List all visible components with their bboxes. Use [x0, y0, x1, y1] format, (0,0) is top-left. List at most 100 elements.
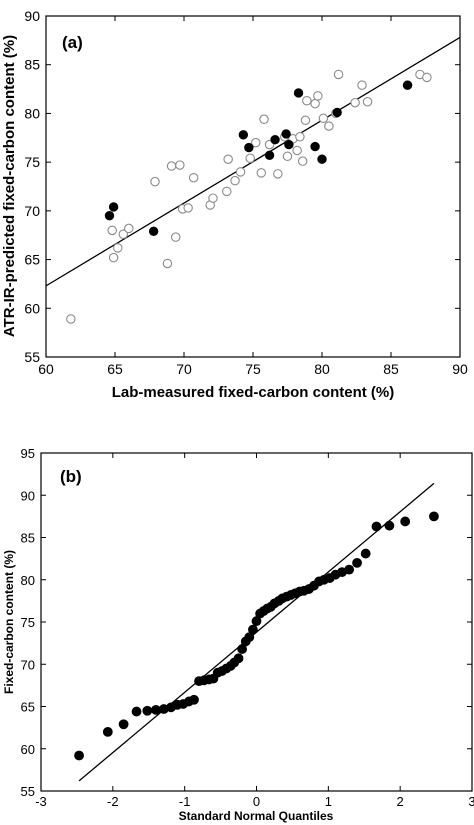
filled-point-b-0-3 [131, 706, 142, 717]
filled-point-a-1-10 [310, 141, 320, 152]
y-tick-label-a-4: 75 [24, 154, 40, 170]
open-point-a-0-4 [118, 229, 129, 239]
x-axis-label-b: Standard Normal Quantiles [179, 809, 334, 823]
x-tick-label-b-4: 1 [325, 794, 332, 809]
filled-point-b-0-52 [429, 511, 439, 522]
open-point-a-0-21 [251, 137, 261, 148]
open-point-a-0-31 [297, 156, 308, 166]
filled-point-b-0-49 [371, 521, 382, 532]
y-tick-label-a-7: 90 [24, 8, 40, 24]
y-tick-label-a-5: 80 [24, 105, 40, 121]
open-point-a-0-7 [162, 258, 173, 269]
panel-b: -3 -2 -1 0 1 2 3 55 60 65 70 75 80 85 90 95 (b) Standar… [2, 446, 474, 823]
y-tick-label-b-7: 90 [21, 488, 35, 503]
filled-point-b-0-0 [74, 750, 84, 761]
x-tick-label-b-3: 0 [253, 794, 260, 809]
open-point-a-0-39 [333, 69, 344, 80]
open-point-a-0-1 [107, 225, 117, 236]
x-tick-label-a-2: 70 [176, 361, 192, 377]
filled-point-a-1-2 [148, 226, 159, 237]
y-tick-label-a-6: 85 [24, 57, 40, 73]
filled-point-a-1-6 [270, 135, 280, 145]
filled-point-b-0-48 [360, 548, 371, 559]
open-point-a-0-35 [313, 91, 323, 101]
open-point-a-0-45 [422, 72, 432, 83]
open-point-a-0-20 [245, 153, 255, 163]
y-tick-label-b-6: 85 [21, 531, 35, 546]
y-tick-label-b-0: 55 [21, 784, 35, 799]
filled-point-b-0-1 [102, 726, 113, 737]
y-tick-label-a-2: 65 [24, 252, 40, 268]
open-point-a-0-25 [273, 169, 283, 179]
open-point-a-0-10 [175, 160, 185, 170]
filled-point-a-1-0 [104, 211, 115, 221]
open-point-a-0-30 [295, 132, 305, 142]
open-point-a-0-19 [235, 167, 246, 177]
open-point-a-0-27 [282, 151, 293, 162]
x-tick-label-b-5: 2 [397, 794, 404, 809]
open-point-a-0-9 [170, 232, 181, 242]
open-point-a-0-12 [183, 203, 193, 213]
y-tick-label-b-8: 95 [21, 446, 35, 461]
panel-label-a: (a) [62, 33, 83, 52]
filled-point-b-0-2 [118, 719, 129, 730]
x-tick-label-a-4: 80 [314, 361, 330, 377]
open-point-a-0-41 [357, 80, 367, 90]
x-tick-label-b-1: -2 [107, 794, 119, 809]
filled-point-b-0-11 [189, 694, 199, 705]
y-tick-label-b-1: 60 [21, 742, 35, 757]
open-point-a-0-6 [150, 176, 160, 187]
x-tick-label-a-5: 85 [383, 361, 399, 377]
open-point-a-0-29 [292, 145, 302, 156]
open-point-a-0-36 [318, 113, 329, 124]
filled-point-b-0-25 [248, 624, 258, 635]
open-point-a-0-2 [108, 252, 119, 263]
x-tick-label-b-2: -1 [179, 794, 191, 809]
filled-point-a-1-5 [264, 150, 275, 161]
x-axis-label-a: Lab-measured fixed-carbon content (%) [112, 384, 395, 401]
open-point-a-0-33 [302, 96, 312, 106]
filled-point-a-1-3 [238, 130, 249, 140]
filled-point-a-1-8 [284, 139, 294, 150]
x-tick-label-b-0: -3 [35, 794, 47, 809]
open-point-a-0-8 [166, 161, 177, 171]
filled-point-b-0-46 [344, 564, 355, 575]
y-tick-label-b-3: 70 [21, 657, 35, 672]
open-point-a-0-40 [350, 97, 360, 108]
y-tick-label-a-3: 70 [24, 203, 40, 219]
filled-point-a-1-11 [317, 154, 327, 164]
open-point-a-0-22 [256, 168, 267, 178]
y-tick-label-b-5: 80 [21, 573, 35, 588]
open-point-a-0-16 [222, 186, 232, 197]
open-point-a-0-18 [230, 175, 240, 186]
open-point-a-0-0 [66, 314, 76, 324]
open-point-a-0-17 [223, 154, 233, 164]
filled-point-a-1-13 [402, 80, 413, 90]
x-tick-label-a-6: 90 [452, 361, 468, 377]
open-point-a-0-42 [362, 96, 373, 107]
filled-point-b-0-51 [400, 516, 411, 527]
filled-point-b-0-50 [384, 520, 395, 531]
filled-point-a-1-9 [293, 88, 304, 98]
filled-point-b-0-47 [352, 557, 362, 568]
filled-point-a-1-4 [244, 142, 254, 153]
open-point-a-0-32 [300, 115, 311, 125]
plot-frame-a [45, 15, 461, 358]
open-point-a-0-23 [259, 114, 269, 125]
filled-point-a-1-7 [281, 129, 291, 139]
y-tick-label-b-2: 65 [21, 700, 35, 715]
open-point-a-0-15 [208, 193, 218, 203]
panel-label-b: (b) [60, 467, 82, 486]
y-axis-label-b: Fixed-carbon content (%) [2, 550, 16, 694]
open-point-a-0-3 [113, 243, 123, 253]
y-tick-label-b-4: 75 [21, 615, 35, 630]
x-tick-label-a-0: 60 [38, 361, 54, 377]
open-point-a-0-13 [188, 172, 199, 183]
open-point-a-0-5 [124, 223, 134, 234]
y-axis-label-a: ATR-IR-predicted fixed-carbon content (%… [1, 35, 18, 337]
x-tick-label-b-6: 3 [468, 794, 474, 809]
x-tick-label-a-1: 65 [107, 361, 123, 377]
filled-point-b-0-4 [142, 705, 153, 716]
